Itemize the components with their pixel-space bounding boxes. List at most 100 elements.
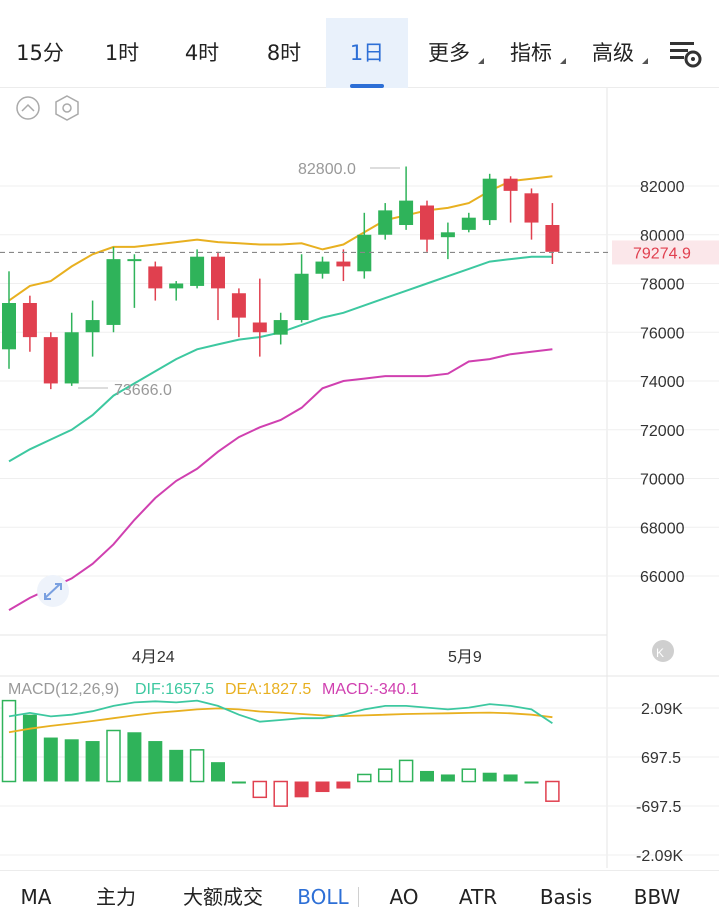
tab-boll[interactable]: BOLL: [297, 885, 349, 909]
price-axis: 8200080000780007600074000720007000068000…: [640, 179, 685, 586]
macd-bar: [106, 729, 121, 783]
macd-bar: [273, 780, 288, 807]
candle-body: [231, 293, 246, 318]
indicator-settings-icon[interactable]: [55, 95, 79, 121]
price-tick-label: 74000: [640, 374, 685, 391]
tab-4h[interactable]: 4时: [184, 41, 220, 65]
macd-value: MACD:-340.1: [322, 681, 419, 698]
tab-basis[interactable]: Basis: [539, 885, 593, 909]
macd-bar: [420, 770, 434, 782]
macd-dea-line: [8, 707, 553, 734]
macd-panel: [0, 699, 719, 856]
candle-body: [357, 234, 372, 272]
candle-body: [127, 259, 142, 262]
price-tick-label: 70000: [640, 472, 685, 489]
candle-body: [273, 320, 288, 335]
price-tick-label: 78000: [640, 277, 685, 294]
advanced-dropdown-icon: [642, 58, 648, 64]
tab-atr[interactable]: ATR: [458, 885, 498, 909]
macd-bar: [169, 749, 184, 782]
current-price-line: 79274.9: [0, 240, 719, 265]
high-price-label: 82800.0: [298, 161, 356, 178]
tab-ao[interactable]: AO: [389, 885, 419, 909]
ma-yellow-line: [8, 175, 553, 302]
candle-body: [85, 320, 100, 333]
macd-bar: [315, 781, 330, 793]
price-annotations: 82800.0 73666.0: [78, 161, 400, 399]
indicator-tabs: MA 主力 大额成交 BOLL AO ATR Basis BBW: [0, 870, 719, 922]
moving-average-lines: [8, 175, 553, 611]
svg-text:MACD(12,26,9) DIF:1657.5: MACD(12,26,9) DIF:1657.5 DEA:1827.5 MACD…: [8, 681, 419, 698]
macd-bar: [440, 774, 455, 782]
candle-body: [315, 261, 330, 274]
macd-bar: [336, 781, 351, 789]
indicators-dropdown-icon: [560, 58, 566, 64]
macd-bar: [127, 732, 142, 782]
tab-divider: [358, 887, 359, 907]
ma-magenta-line: [8, 348, 553, 611]
macd-bar: [22, 714, 37, 782]
macd-bar: [398, 759, 414, 783]
macd-bar: [545, 780, 560, 802]
macd-bar: [524, 781, 539, 784]
candle-body: [252, 322, 267, 333]
macd-bar: [189, 749, 205, 783]
zoom-reset-icon[interactable]: [37, 575, 69, 607]
macd-bar: [377, 768, 393, 783]
tab-ma[interactable]: MA: [20, 885, 52, 909]
tab-bbw[interactable]: BBW: [633, 885, 681, 909]
macd-bar: [357, 773, 372, 783]
date-label-apr24: 4月24: [132, 649, 175, 666]
candle-body: [2, 303, 16, 350]
candle-body: [378, 210, 393, 235]
macd-tick-label: -697.5: [636, 799, 681, 816]
macd-axis: 2.09K 697.5 -697.5 -2.09K: [636, 701, 683, 865]
macd-bar: [85, 741, 100, 782]
advanced-menu[interactable]: 高级: [592, 41, 634, 65]
more-dropdown-icon: [478, 58, 484, 64]
tab-main-force[interactable]: 主力: [96, 885, 136, 909]
candle-body: [169, 283, 184, 289]
candle-body: [545, 225, 560, 252]
tab-15m[interactable]: 15分: [16, 41, 64, 65]
price-tick-label: 82000: [640, 179, 685, 196]
candle-body: [22, 303, 37, 338]
macd-bar: [461, 768, 477, 783]
price-tick-label: 72000: [640, 423, 685, 440]
macd-bar: [43, 737, 58, 782]
tab-large-trades[interactable]: 大额成交: [183, 885, 263, 909]
macd-bar: [503, 774, 518, 782]
price-chart[interactable]: 8200080000780007600074000720007000068000…: [0, 88, 719, 868]
date-label-may9: 5月9: [448, 649, 482, 666]
current-price-label: 79274.9: [633, 245, 691, 262]
candle-body: [440, 232, 455, 238]
tab-8h[interactable]: 8时: [266, 41, 302, 65]
macd-tick-label: 2.09K: [641, 701, 683, 718]
candle-body: [524, 193, 539, 223]
macd-bar: [231, 781, 246, 784]
candle-body: [106, 259, 121, 325]
svg-text:K: K: [656, 646, 664, 660]
timeframe-toolbar: 15分 1时 4时 8时 1日 更多 指标 高级: [0, 0, 719, 88]
candle-body: [43, 337, 58, 384]
candle-body: [420, 205, 434, 240]
candle-body: [399, 200, 414, 225]
candle-body: [211, 256, 225, 289]
tab-1d[interactable]: 1日: [326, 18, 408, 88]
low-price-label: 73666.0: [114, 382, 172, 399]
indicators-menu[interactable]: 指标: [510, 41, 552, 65]
more-menu[interactable]: 更多: [428, 41, 470, 65]
macd-title: MACD(12,26,9): [8, 681, 119, 698]
macd-tick-label: -2.09K: [636, 848, 683, 865]
macd-bar: [482, 772, 497, 782]
collapse-icon[interactable]: [16, 96, 40, 120]
price-tick-label: 66000: [640, 569, 685, 586]
date-axis: 4月24 5月9: [0, 634, 607, 666]
chart-settings-button[interactable]: [666, 38, 706, 72]
candle-body: [190, 256, 205, 286]
macd-bar: [148, 741, 163, 782]
candle-body: [336, 261, 351, 267]
scroll-latest-icon[interactable]: K: [652, 640, 674, 662]
tab-1h[interactable]: 1时: [104, 41, 140, 65]
macd-bar: [294, 781, 309, 798]
